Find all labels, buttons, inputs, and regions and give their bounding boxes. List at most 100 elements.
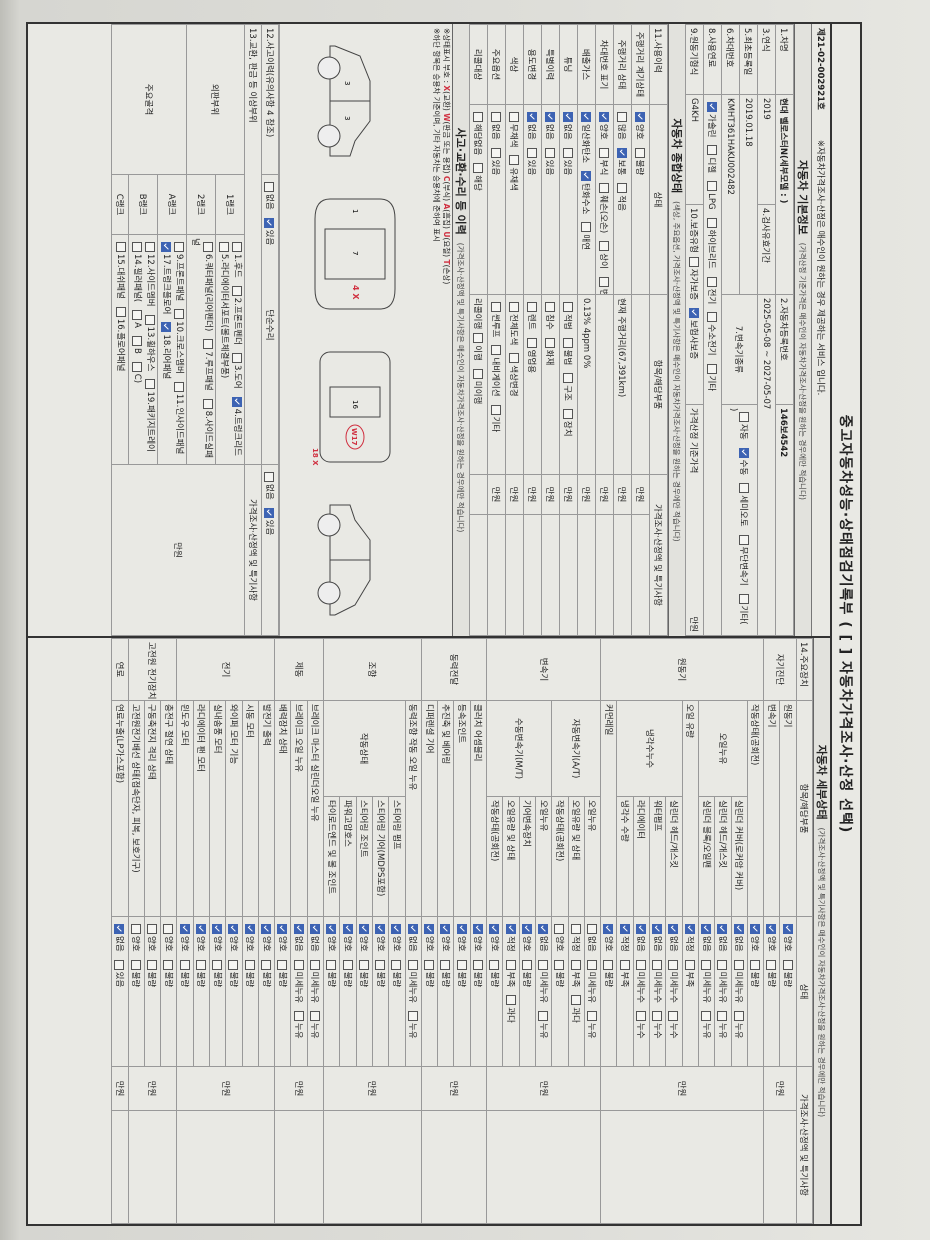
empty-box-icon[interactable] <box>228 959 239 970</box>
empty-box-icon[interactable] <box>116 306 126 317</box>
checked-box-icon[interactable] <box>407 924 418 935</box>
checked-box-icon[interactable] <box>326 924 337 935</box>
empty-box-icon[interactable] <box>766 959 777 970</box>
empty-box-icon[interactable] <box>563 373 573 384</box>
checked-box-icon[interactable] <box>375 924 386 935</box>
empty-box-icon[interactable] <box>132 335 143 346</box>
checked-box-icon[interactable] <box>521 924 532 935</box>
empty-box-icon[interactable] <box>244 959 255 970</box>
empty-box-icon[interactable] <box>668 1010 679 1021</box>
empty-box-icon[interactable] <box>473 163 483 174</box>
empty-box-icon[interactable] <box>521 959 532 970</box>
empty-box-icon[interactable] <box>707 312 717 323</box>
empty-box-icon[interactable] <box>782 959 793 970</box>
empty-box-icon[interactable] <box>174 381 185 392</box>
empty-box-icon[interactable] <box>232 285 243 296</box>
checked-box-icon[interactable] <box>161 322 172 333</box>
empty-box-icon[interactable] <box>407 1010 418 1021</box>
checked-box-icon[interactable] <box>309 924 320 935</box>
empty-box-icon[interactable] <box>509 353 519 364</box>
checked-box-icon[interactable] <box>489 924 500 935</box>
checked-box-icon[interactable] <box>733 924 744 935</box>
empty-box-icon[interactable] <box>717 1010 728 1021</box>
empty-box-icon[interactable] <box>505 995 516 1006</box>
checked-box-icon[interactable] <box>261 924 272 935</box>
empty-box-icon[interactable] <box>652 1010 663 1021</box>
empty-box-icon[interactable] <box>617 183 627 194</box>
checked-box-icon[interactable] <box>264 217 275 228</box>
empty-box-icon[interactable] <box>733 1010 744 1021</box>
checked-box-icon[interactable] <box>684 924 695 935</box>
empty-box-icon[interactable] <box>456 959 467 970</box>
empty-box-icon[interactable] <box>739 483 749 494</box>
checked-box-icon[interactable] <box>717 924 728 935</box>
empty-box-icon[interactable] <box>509 112 519 122</box>
empty-box-icon[interactable] <box>232 242 243 252</box>
checked-box-icon[interactable] <box>782 924 793 935</box>
empty-box-icon[interactable] <box>130 959 141 970</box>
empty-box-icon[interactable] <box>587 924 597 935</box>
checked-box-icon[interactable] <box>619 924 630 935</box>
empty-box-icon[interactable] <box>491 147 501 158</box>
empty-box-icon[interactable] <box>652 959 663 970</box>
empty-box-icon[interactable] <box>203 242 214 252</box>
empty-box-icon[interactable] <box>174 242 185 252</box>
checked-box-icon[interactable] <box>599 112 609 122</box>
empty-box-icon[interactable] <box>619 959 630 970</box>
empty-box-icon[interactable] <box>689 256 699 267</box>
empty-box-icon[interactable] <box>563 408 573 419</box>
empty-box-icon[interactable] <box>668 959 679 970</box>
empty-box-icon[interactable] <box>491 404 501 415</box>
checked-box-icon[interactable] <box>739 447 749 458</box>
empty-box-icon[interactable] <box>587 1010 597 1021</box>
checked-box-icon[interactable] <box>701 924 712 935</box>
empty-box-icon[interactable] <box>132 310 143 321</box>
empty-box-icon[interactable] <box>491 345 501 356</box>
empty-box-icon[interactable] <box>491 302 501 312</box>
empty-box-icon[interactable] <box>635 959 646 970</box>
checked-box-icon[interactable] <box>766 924 777 935</box>
empty-box-icon[interactable] <box>554 924 565 935</box>
checked-box-icon[interactable] <box>635 112 645 122</box>
empty-box-icon[interactable] <box>473 112 483 122</box>
empty-box-icon[interactable] <box>707 217 717 228</box>
empty-box-icon[interactable] <box>570 924 581 935</box>
empty-box-icon[interactable] <box>375 959 386 970</box>
empty-box-icon[interactable] <box>538 959 549 970</box>
empty-box-icon[interactable] <box>145 242 156 252</box>
empty-box-icon[interactable] <box>145 379 156 390</box>
empty-box-icon[interactable] <box>163 959 174 970</box>
empty-box-icon[interactable] <box>707 363 717 374</box>
empty-box-icon[interactable] <box>545 337 555 348</box>
empty-box-icon[interactable] <box>739 412 749 422</box>
checked-box-icon[interactable] <box>668 924 679 935</box>
empty-box-icon[interactable] <box>563 302 573 312</box>
empty-box-icon[interactable] <box>116 242 126 252</box>
checked-box-icon[interactable] <box>391 924 402 935</box>
checked-box-icon[interactable] <box>603 924 614 935</box>
empty-box-icon[interactable] <box>635 1010 646 1021</box>
checked-box-icon[interactable] <box>440 924 451 935</box>
checked-box-icon[interactable] <box>232 396 243 407</box>
empty-box-icon[interactable] <box>599 147 609 158</box>
empty-box-icon[interactable] <box>707 145 717 156</box>
empty-box-icon[interactable] <box>491 112 501 122</box>
empty-box-icon[interactable] <box>599 183 609 194</box>
empty-box-icon[interactable] <box>145 314 156 325</box>
checked-box-icon[interactable] <box>179 924 190 935</box>
empty-box-icon[interactable] <box>219 242 230 252</box>
empty-box-icon[interactable] <box>342 959 353 970</box>
empty-box-icon[interactable] <box>509 302 519 312</box>
empty-box-icon[interactable] <box>146 959 157 970</box>
empty-box-icon[interactable] <box>264 472 275 482</box>
empty-box-icon[interactable] <box>701 1010 712 1021</box>
checked-box-icon[interactable] <box>563 112 573 122</box>
empty-box-icon[interactable] <box>440 959 451 970</box>
checked-box-icon[interactable] <box>358 924 369 935</box>
empty-box-icon[interactable] <box>424 959 435 970</box>
checked-box-icon[interactable] <box>545 112 555 122</box>
empty-box-icon[interactable] <box>739 534 749 545</box>
empty-box-icon[interactable] <box>545 302 555 312</box>
empty-box-icon[interactable] <box>293 959 304 970</box>
empty-box-icon[interactable] <box>545 147 555 158</box>
